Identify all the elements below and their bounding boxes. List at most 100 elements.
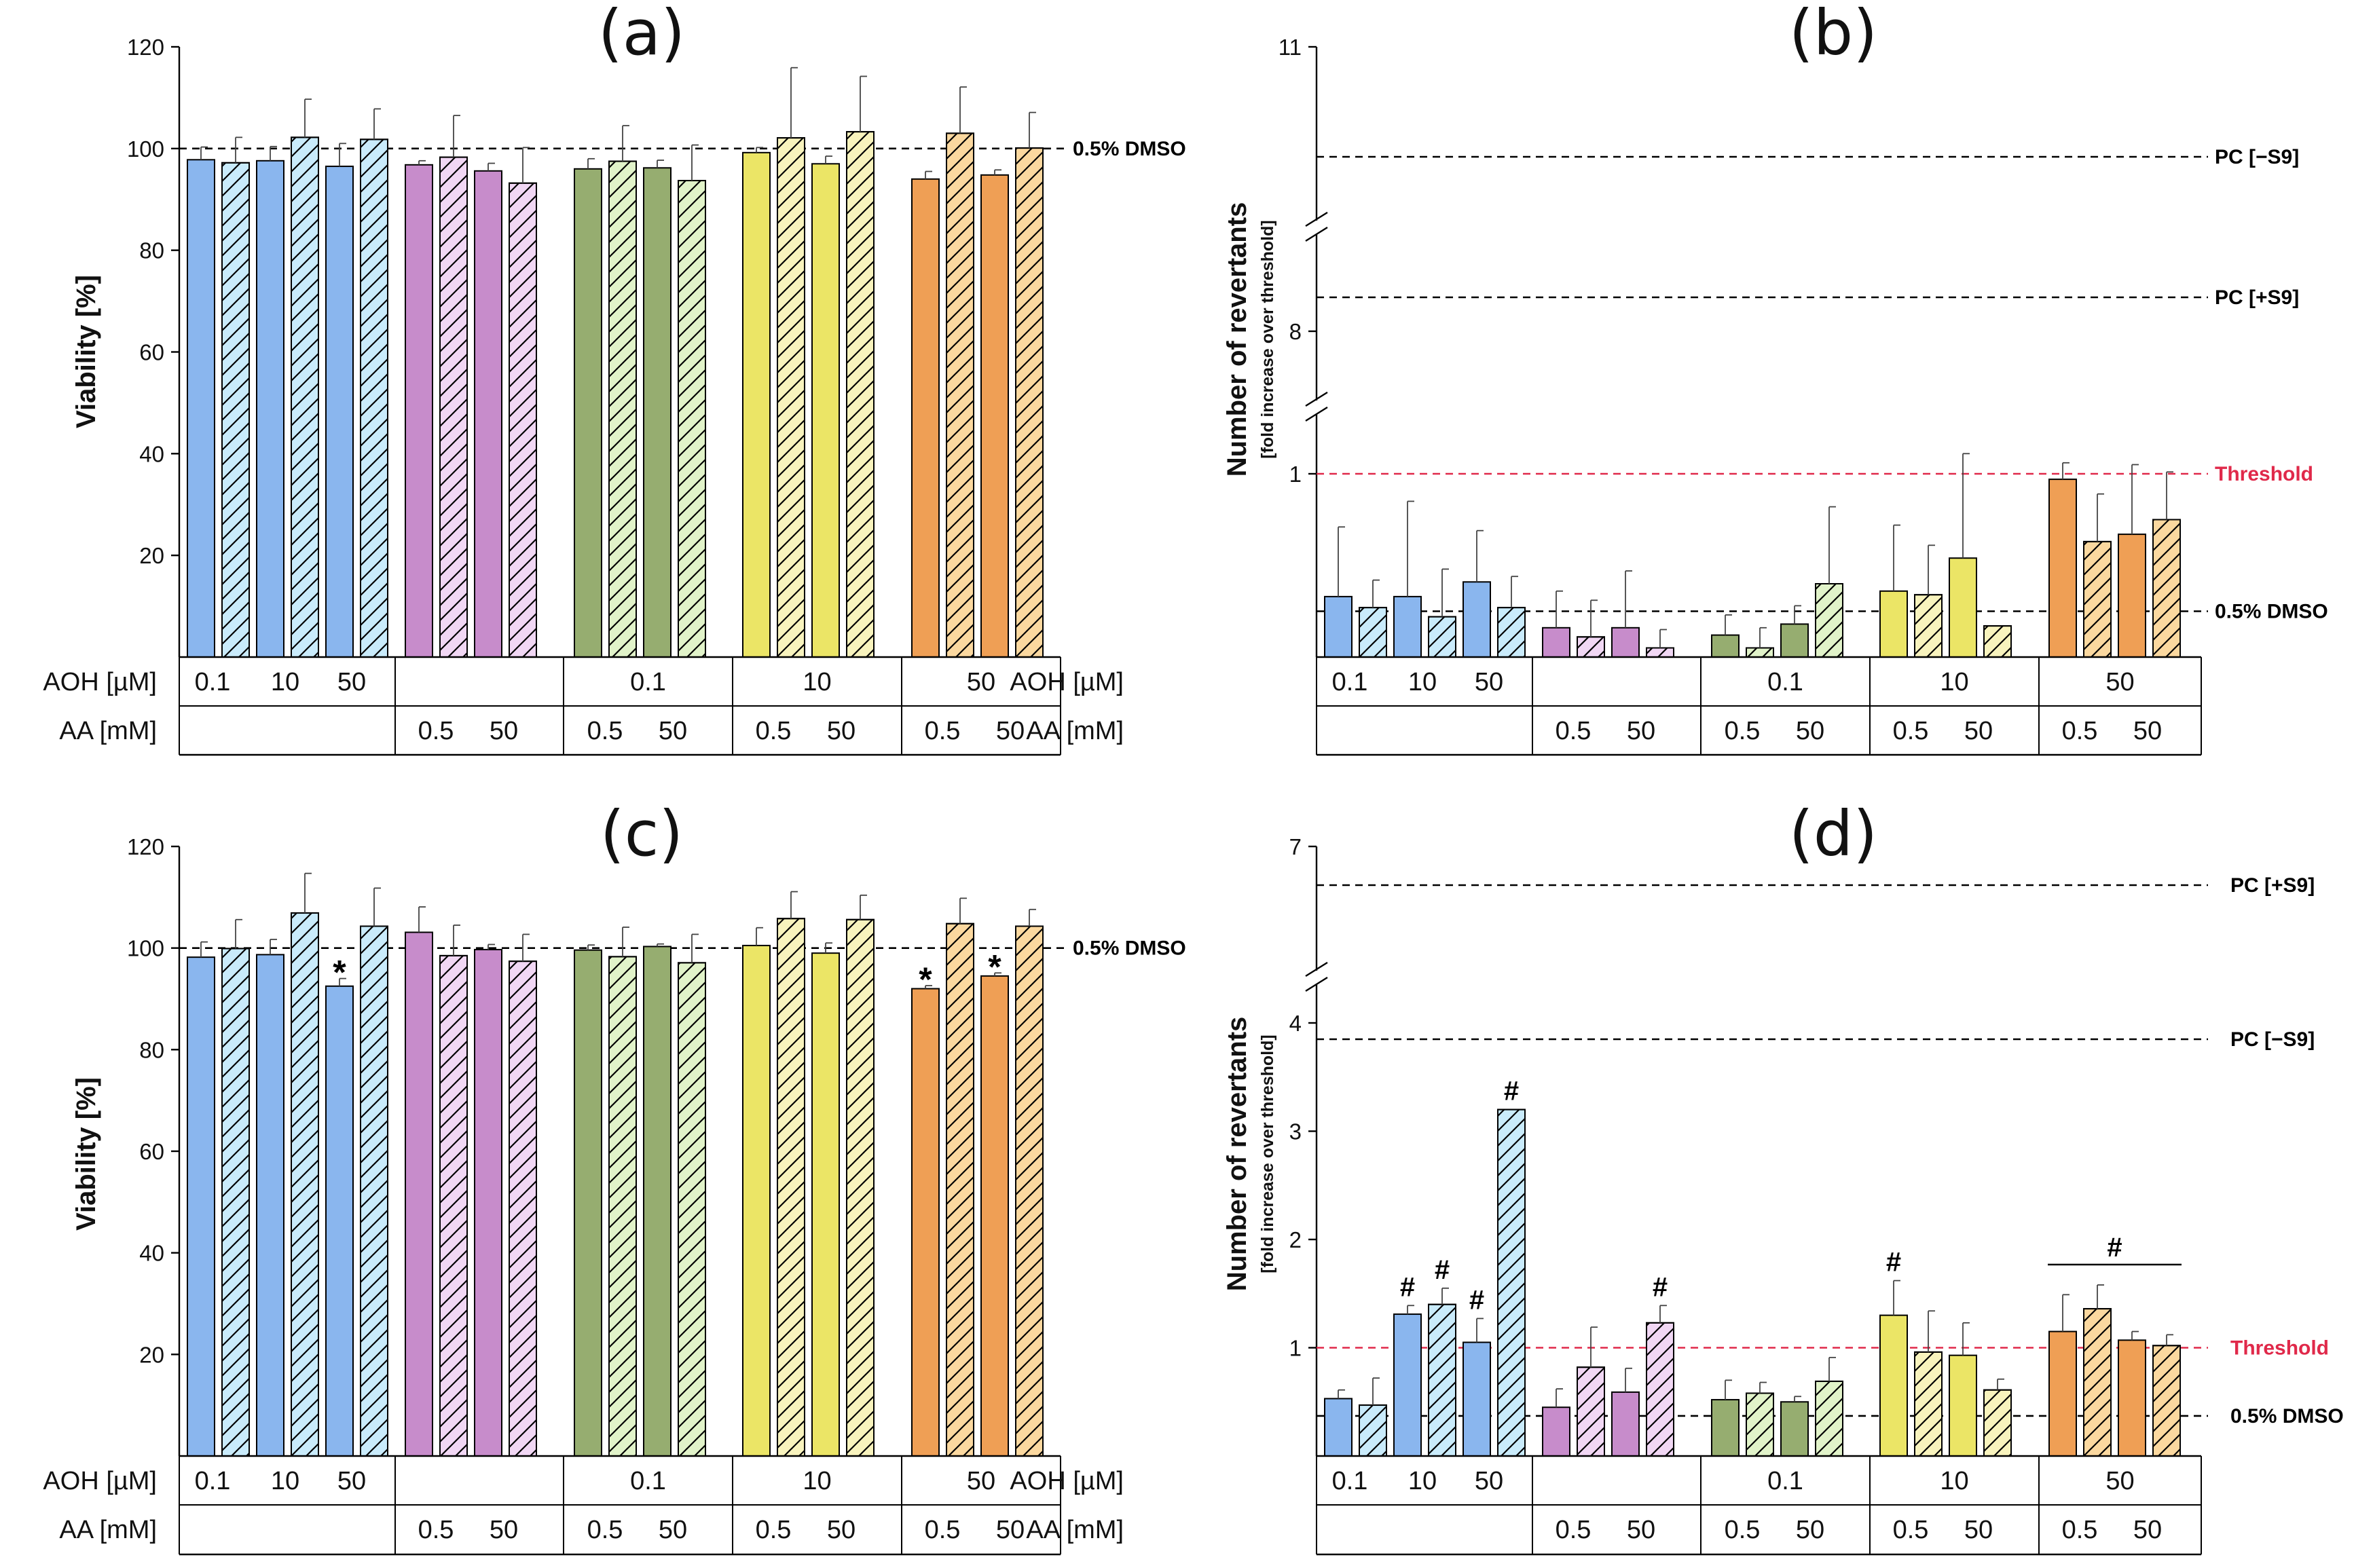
reference-label: PC [+S9]	[2215, 286, 2299, 309]
bar	[405, 931, 433, 1457]
bar	[980, 174, 1009, 658]
significance-mark: #	[1886, 1248, 1901, 1277]
bar-hatch	[946, 922, 974, 1457]
axis-break-mark	[1305, 976, 1328, 992]
y-tick-label: 20	[139, 1342, 164, 1367]
bar	[1463, 1341, 1491, 1457]
axis-break-mark	[1305, 391, 1328, 407]
chart-panel-0: (a) Viability [%] 20 40 60 80 100 120 0.5% DMSO A…	[43, 0, 1186, 756]
table-cell: 50	[2133, 1516, 2162, 1544]
bar	[574, 168, 602, 658]
y-axis-label-group: Number of revertants [fold increase over …	[1222, 202, 1277, 477]
table-cell: 50	[996, 717, 1025, 745]
table-row-label: AA [mM]	[59, 717, 157, 745]
bar-hatch	[1015, 925, 1044, 1457]
bar	[2118, 1339, 2146, 1457]
bar-hatch	[2083, 540, 2112, 658]
table-cell: 50	[1796, 1516, 1824, 1544]
bar	[1542, 1406, 1570, 1457]
chart-panel-2: (c) Viability [%] 20 40 60 80 100 120 0.5% DMSO *…	[43, 798, 1186, 1556]
table-cell: 0.1	[1332, 668, 1368, 696]
bar-hatch	[846, 918, 875, 1457]
bar-hatch	[1359, 607, 1387, 658]
table-cell: 50	[2105, 668, 2134, 696]
table-cell: 0.1	[630, 1467, 666, 1495]
table-cell: 50	[490, 717, 518, 745]
chart-panel-3: (d) Number of revertants [fold increase ov…	[1010, 798, 2344, 1556]
significance-mark: #	[1653, 1272, 1668, 1302]
y-tick-label: 20	[139, 543, 164, 568]
table-cell: 10	[1408, 668, 1437, 696]
table-row-label: AOH [µM]	[43, 1467, 157, 1495]
reference-label: PC [−S9]	[2215, 146, 2299, 168]
table-cell: 0.5	[418, 717, 454, 745]
reference-label: PC [−S9]	[2230, 1028, 2315, 1051]
table-cell: 0.5	[587, 1516, 623, 1544]
table-cell: 50	[1475, 1467, 1503, 1495]
bar-hatch	[439, 156, 468, 658]
bar	[1393, 595, 1422, 658]
bar-hatch	[1577, 636, 1605, 658]
y-axis-sublabel: [fold increase over threshold]	[1258, 1034, 1277, 1273]
significance-mark: #	[2107, 1233, 2122, 1263]
bar	[1879, 590, 1908, 658]
table-row-label: AOH [µM]	[43, 668, 157, 696]
bar	[911, 988, 940, 1457]
bar	[325, 166, 354, 658]
y-axis-label: Number of revertants	[1222, 202, 1252, 477]
bar	[1324, 595, 1353, 658]
y-tick-label: 120	[127, 834, 164, 859]
table-row-label: AOH [µM]	[1010, 668, 1124, 696]
table-cell: 0.5	[1893, 1516, 1929, 1544]
bar	[256, 954, 284, 1457]
bar	[1949, 557, 1977, 658]
table-cell: 0.5	[1556, 1516, 1592, 1544]
bar-hatch	[291, 136, 319, 658]
bar-hatch	[1914, 1351, 1943, 1457]
bar-hatch	[1015, 147, 1044, 658]
table-cell: 50	[659, 1516, 687, 1544]
bar-hatch	[360, 138, 388, 658]
bar	[811, 952, 840, 1457]
bar-hatch	[678, 180, 706, 658]
bar-hatch	[1646, 1322, 1674, 1457]
y-tick-label: 7	[1289, 834, 1302, 859]
table-cell: 0.5	[1893, 717, 1929, 745]
table-cell: 50	[967, 668, 995, 696]
bar-hatch	[221, 162, 250, 658]
y-tick-label: 3	[1289, 1119, 1302, 1144]
reference-label: PC [+S9]	[2230, 874, 2315, 897]
bar-hatch	[846, 131, 875, 658]
table-cell: 50	[490, 1516, 518, 1544]
bar-hatch	[946, 132, 974, 658]
table-cell: 10	[1408, 1467, 1437, 1495]
bar-hatch	[1646, 647, 1674, 658]
table-cell: 10	[1940, 1467, 1968, 1495]
axis-break-gap	[1306, 400, 1327, 414]
table-cell: 50	[659, 717, 687, 745]
bar-hatch	[1983, 625, 2012, 658]
table-cell: 50	[337, 668, 366, 696]
table-cell: 0.1	[630, 668, 666, 696]
table-cell: 0.5	[1556, 717, 1592, 745]
bar	[643, 946, 672, 1457]
bar	[1542, 627, 1570, 658]
bar	[256, 160, 284, 658]
bar	[1393, 1313, 1422, 1457]
table-cell: 0.5	[1725, 1516, 1761, 1544]
y-tick-label: 60	[139, 340, 164, 365]
significance-mark: *	[919, 960, 932, 998]
bar	[187, 159, 215, 658]
bar-hatch	[1359, 1404, 1387, 1457]
bar-hatch	[1815, 583, 1843, 658]
table-cell: 10	[803, 668, 831, 696]
bar	[911, 178, 940, 658]
table-cell: 0.5	[2062, 1516, 2098, 1544]
table-cell: 10	[271, 668, 299, 696]
table-row-label: AA [mM]	[59, 1516, 157, 1544]
bar-hatch	[1428, 616, 1456, 658]
significance-mark: #	[1469, 1285, 1484, 1315]
bar	[474, 948, 502, 1457]
bar-hatch	[608, 160, 637, 658]
